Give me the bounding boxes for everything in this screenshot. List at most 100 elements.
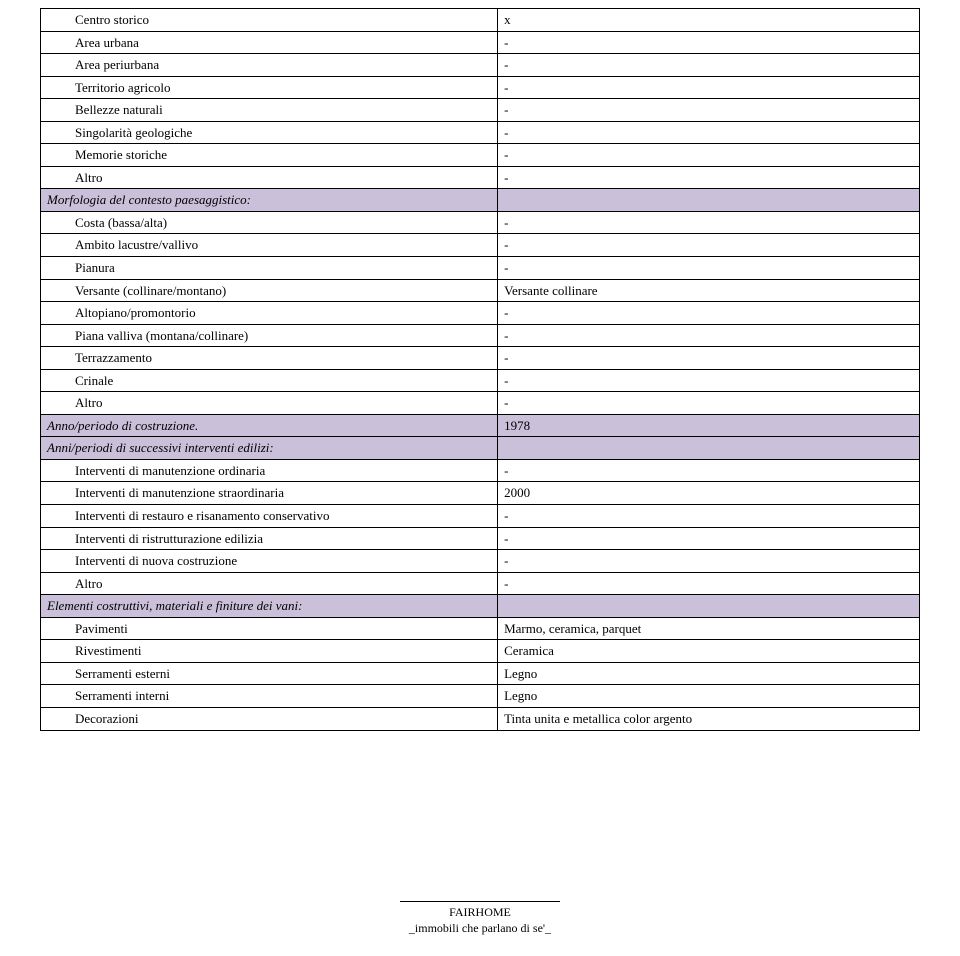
section-title-value bbox=[498, 437, 920, 460]
row-value: - bbox=[498, 54, 920, 77]
table-row: Costa (bassa/alta) - bbox=[41, 211, 920, 234]
row-value: - bbox=[498, 121, 920, 144]
row-value: Marmo, ceramica, parquet bbox=[498, 617, 920, 640]
row-label: Ambito lacustre/vallivo bbox=[47, 236, 491, 254]
row-label: Altopiano/promontorio bbox=[47, 304, 491, 322]
row-label: Area urbana bbox=[47, 34, 491, 52]
row-label: Terrazzamento bbox=[47, 349, 491, 367]
row-label: Bellezze naturali bbox=[47, 101, 491, 119]
row-value: - bbox=[498, 234, 920, 257]
section-title-value: 1978 bbox=[498, 414, 920, 437]
row-value: - bbox=[498, 76, 920, 99]
table-row: Area periurbana - bbox=[41, 54, 920, 77]
table-row: Piana valliva (montana/collinare) - bbox=[41, 324, 920, 347]
row-label: Territorio agricolo bbox=[47, 79, 491, 97]
row-value: - bbox=[498, 166, 920, 189]
table-row: Centro storico x bbox=[41, 9, 920, 32]
row-label: Costa (bassa/alta) bbox=[47, 214, 491, 232]
row-value: - bbox=[498, 550, 920, 573]
row-value: - bbox=[498, 99, 920, 122]
form-table: Centro storico x Area urbana - Area peri… bbox=[40, 8, 920, 731]
section-title-value bbox=[498, 595, 920, 618]
section-header-interventi: Anni/periodi di successivi interventi ed… bbox=[41, 437, 920, 460]
row-value: - bbox=[498, 392, 920, 415]
table-row: Altro - bbox=[41, 572, 920, 595]
row-value: x bbox=[498, 9, 920, 32]
row-label: Altro bbox=[47, 169, 491, 187]
page-footer: FAIRHOME _immobili che parlano di se'_ bbox=[40, 901, 920, 936]
row-label: Interventi di restauro e risanamento con… bbox=[47, 507, 491, 525]
table-row: Serramenti interni Legno bbox=[41, 685, 920, 708]
table-row: Interventi di manutenzione ordinaria - bbox=[41, 459, 920, 482]
row-value: Legno bbox=[498, 685, 920, 708]
row-value: - bbox=[498, 505, 920, 528]
row-value: - bbox=[498, 324, 920, 347]
row-label: Singolarità geologiche bbox=[47, 124, 491, 142]
section-header-morfologia: Morfologia del contesto paesaggistico: bbox=[41, 189, 920, 212]
table-row: Terrazzamento - bbox=[41, 347, 920, 370]
table-row: Altro - bbox=[41, 166, 920, 189]
table-row: Interventi di manutenzione straordinaria… bbox=[41, 482, 920, 505]
row-value: - bbox=[498, 144, 920, 167]
section-title: Anni/periodi di successivi interventi ed… bbox=[41, 437, 498, 460]
row-value: - bbox=[498, 31, 920, 54]
table-row: Territorio agricolo - bbox=[41, 76, 920, 99]
table-row: Area urbana - bbox=[41, 31, 920, 54]
row-value: - bbox=[498, 257, 920, 280]
row-label: Centro storico bbox=[47, 11, 491, 29]
table-row: Rivestimenti Ceramica bbox=[41, 640, 920, 663]
row-label: Pianura bbox=[47, 259, 491, 277]
table-row: Altro - bbox=[41, 392, 920, 415]
row-value: - bbox=[498, 527, 920, 550]
row-value: - bbox=[498, 347, 920, 370]
table-row: Altopiano/promontorio - bbox=[41, 302, 920, 325]
row-value: - bbox=[498, 459, 920, 482]
table-row: Decorazioni Tinta unita e metallica colo… bbox=[41, 707, 920, 730]
section-header-elementi: Elementi costruttivi, materiali e finitu… bbox=[41, 595, 920, 618]
row-label: Versante (collinare/montano) bbox=[47, 282, 491, 300]
row-value: 2000 bbox=[498, 482, 920, 505]
row-label: Interventi di manutenzione straordinaria bbox=[47, 484, 491, 502]
row-label: Serramenti interni bbox=[47, 687, 491, 705]
row-label: Memorie storiche bbox=[47, 146, 491, 164]
row-label: Altro bbox=[47, 575, 491, 593]
table-row: Versante (collinare/montano) Versante co… bbox=[41, 279, 920, 302]
table-row: Interventi di nuova costruzione - bbox=[41, 550, 920, 573]
table-row: Pianura - bbox=[41, 257, 920, 280]
section-title: Anno/periodo di costruzione. bbox=[41, 414, 498, 437]
row-value: Ceramica bbox=[498, 640, 920, 663]
table-row: Singolarità geologiche - bbox=[41, 121, 920, 144]
row-value: Versante collinare bbox=[498, 279, 920, 302]
row-label: Piana valliva (montana/collinare) bbox=[47, 327, 491, 345]
row-label: Interventi di ristrutturazione edilizia bbox=[47, 530, 491, 548]
row-value: - bbox=[498, 572, 920, 595]
row-label: Decorazioni bbox=[47, 710, 491, 728]
table-row: Ambito lacustre/vallivo - bbox=[41, 234, 920, 257]
table-row: Interventi di ristrutturazione edilizia … bbox=[41, 527, 920, 550]
row-label: Interventi di nuova costruzione bbox=[47, 552, 491, 570]
section-header-anno: Anno/periodo di costruzione. 1978 bbox=[41, 414, 920, 437]
section-title-value bbox=[498, 189, 920, 212]
row-label: Pavimenti bbox=[47, 620, 491, 638]
row-label: Serramenti esterni bbox=[47, 665, 491, 683]
row-value: Legno bbox=[498, 662, 920, 685]
row-value: - bbox=[498, 369, 920, 392]
row-label: Area periurbana bbox=[47, 56, 491, 74]
table-row: Memorie storiche - bbox=[41, 144, 920, 167]
section-title: Morfologia del contesto paesaggistico: bbox=[41, 189, 498, 212]
table-row: Interventi di restauro e risanamento con… bbox=[41, 505, 920, 528]
row-value: - bbox=[498, 302, 920, 325]
table-row: Serramenti esterni Legno bbox=[41, 662, 920, 685]
row-label: Crinale bbox=[47, 372, 491, 390]
row-label: Altro bbox=[47, 394, 491, 412]
footer-brand: FAIRHOME bbox=[40, 904, 920, 920]
row-label: Rivestimenti bbox=[47, 642, 491, 660]
row-value: - bbox=[498, 211, 920, 234]
footer-tagline: _immobili che parlano di se'_ bbox=[40, 920, 920, 936]
footer-divider bbox=[400, 901, 560, 902]
table-row: Pavimenti Marmo, ceramica, parquet bbox=[41, 617, 920, 640]
table-row: Bellezze naturali - bbox=[41, 99, 920, 122]
row-label: Interventi di manutenzione ordinaria bbox=[47, 462, 491, 480]
section-title: Elementi costruttivi, materiali e finitu… bbox=[41, 595, 498, 618]
row-value: Tinta unita e metallica color argento bbox=[498, 707, 920, 730]
